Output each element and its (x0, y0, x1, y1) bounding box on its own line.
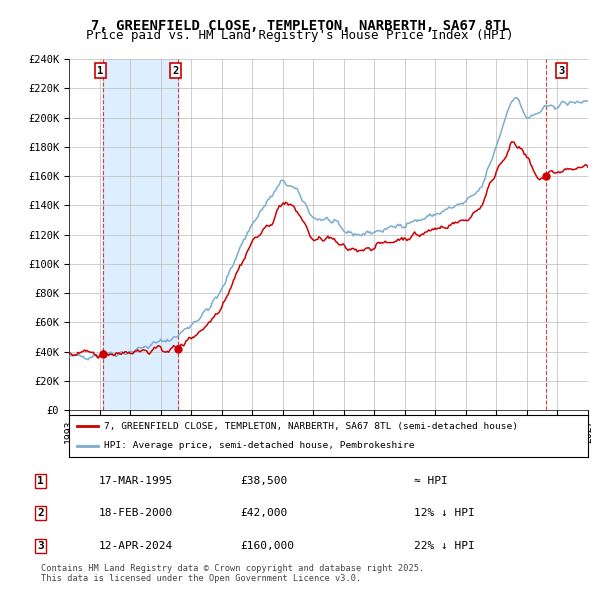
Text: 7, GREENFIELD CLOSE, TEMPLETON, NARBERTH, SA67 8TL: 7, GREENFIELD CLOSE, TEMPLETON, NARBERTH… (91, 19, 509, 33)
Text: £38,500: £38,500 (240, 476, 287, 486)
Text: 18-FEB-2000: 18-FEB-2000 (99, 509, 173, 518)
Text: 1: 1 (97, 65, 104, 76)
Text: 22% ↓ HPI: 22% ↓ HPI (414, 541, 475, 550)
Text: 3: 3 (559, 65, 565, 76)
Text: £160,000: £160,000 (240, 541, 294, 550)
Text: £42,000: £42,000 (240, 509, 287, 518)
Text: ≈ HPI: ≈ HPI (414, 476, 448, 486)
Text: Price paid vs. HM Land Registry's House Price Index (HPI): Price paid vs. HM Land Registry's House … (86, 30, 514, 42)
Text: 2: 2 (172, 65, 179, 76)
Bar (103, 59, 178, 410)
Text: Contains HM Land Registry data © Crown copyright and database right 2025.
This d: Contains HM Land Registry data © Crown c… (41, 563, 424, 583)
Text: 7, GREENFIELD CLOSE, TEMPLETON, NARBERTH, SA67 8TL (semi-detached house): 7, GREENFIELD CLOSE, TEMPLETON, NARBERTH… (104, 422, 518, 431)
Text: 12% ↓ HPI: 12% ↓ HPI (414, 509, 475, 518)
Text: 3: 3 (37, 541, 44, 550)
Text: 1: 1 (37, 476, 44, 486)
Text: 2: 2 (37, 509, 44, 518)
Text: 17-MAR-1995: 17-MAR-1995 (99, 476, 173, 486)
Text: HPI: Average price, semi-detached house, Pembrokeshire: HPI: Average price, semi-detached house,… (104, 441, 415, 450)
Text: 12-APR-2024: 12-APR-2024 (99, 541, 173, 550)
